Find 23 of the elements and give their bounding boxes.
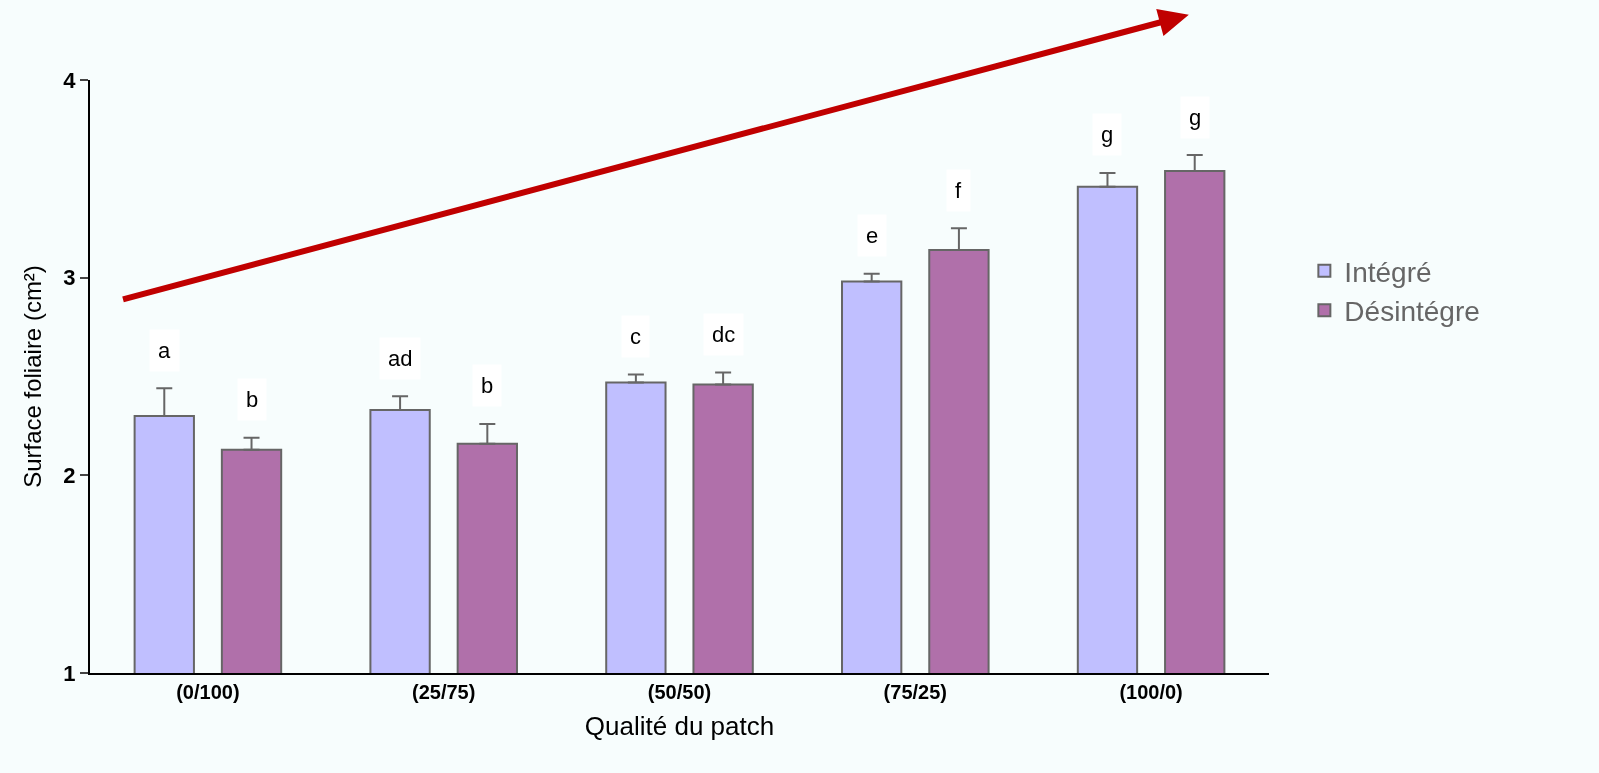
- data-label: f: [955, 178, 962, 203]
- y-tick-label: 2: [63, 463, 76, 489]
- data-label: a: [158, 338, 171, 363]
- data-label: b: [481, 373, 494, 398]
- data-label: dc: [712, 322, 736, 347]
- data-label: g: [1189, 105, 1202, 130]
- x-tick-label: (50/50): [647, 681, 712, 703]
- data-label: g: [1101, 122, 1114, 147]
- y-tick-label: 1: [63, 660, 76, 686]
- legend-label: Désintégre: [1344, 296, 1480, 328]
- x-tick-label: (25/75): [412, 681, 476, 703]
- data-label: b: [246, 387, 259, 412]
- legend-label: Intégré: [1344, 256, 1432, 288]
- x-tick-label: (100/0): [1119, 681, 1183, 703]
- x-tick-label: (0/100): [176, 681, 240, 703]
- y-axis-title: Surface foliaire (cm²): [18, 265, 46, 488]
- data-label: e: [866, 223, 879, 248]
- x-axis-title: Qualité du patch: [584, 711, 775, 742]
- y-tick-label: 4: [63, 67, 77, 93]
- data-label: ad: [388, 346, 413, 371]
- y-tick-label: 3: [63, 265, 76, 291]
- x-tick-label: (75/25): [883, 681, 947, 703]
- data-label: c: [630, 324, 641, 349]
